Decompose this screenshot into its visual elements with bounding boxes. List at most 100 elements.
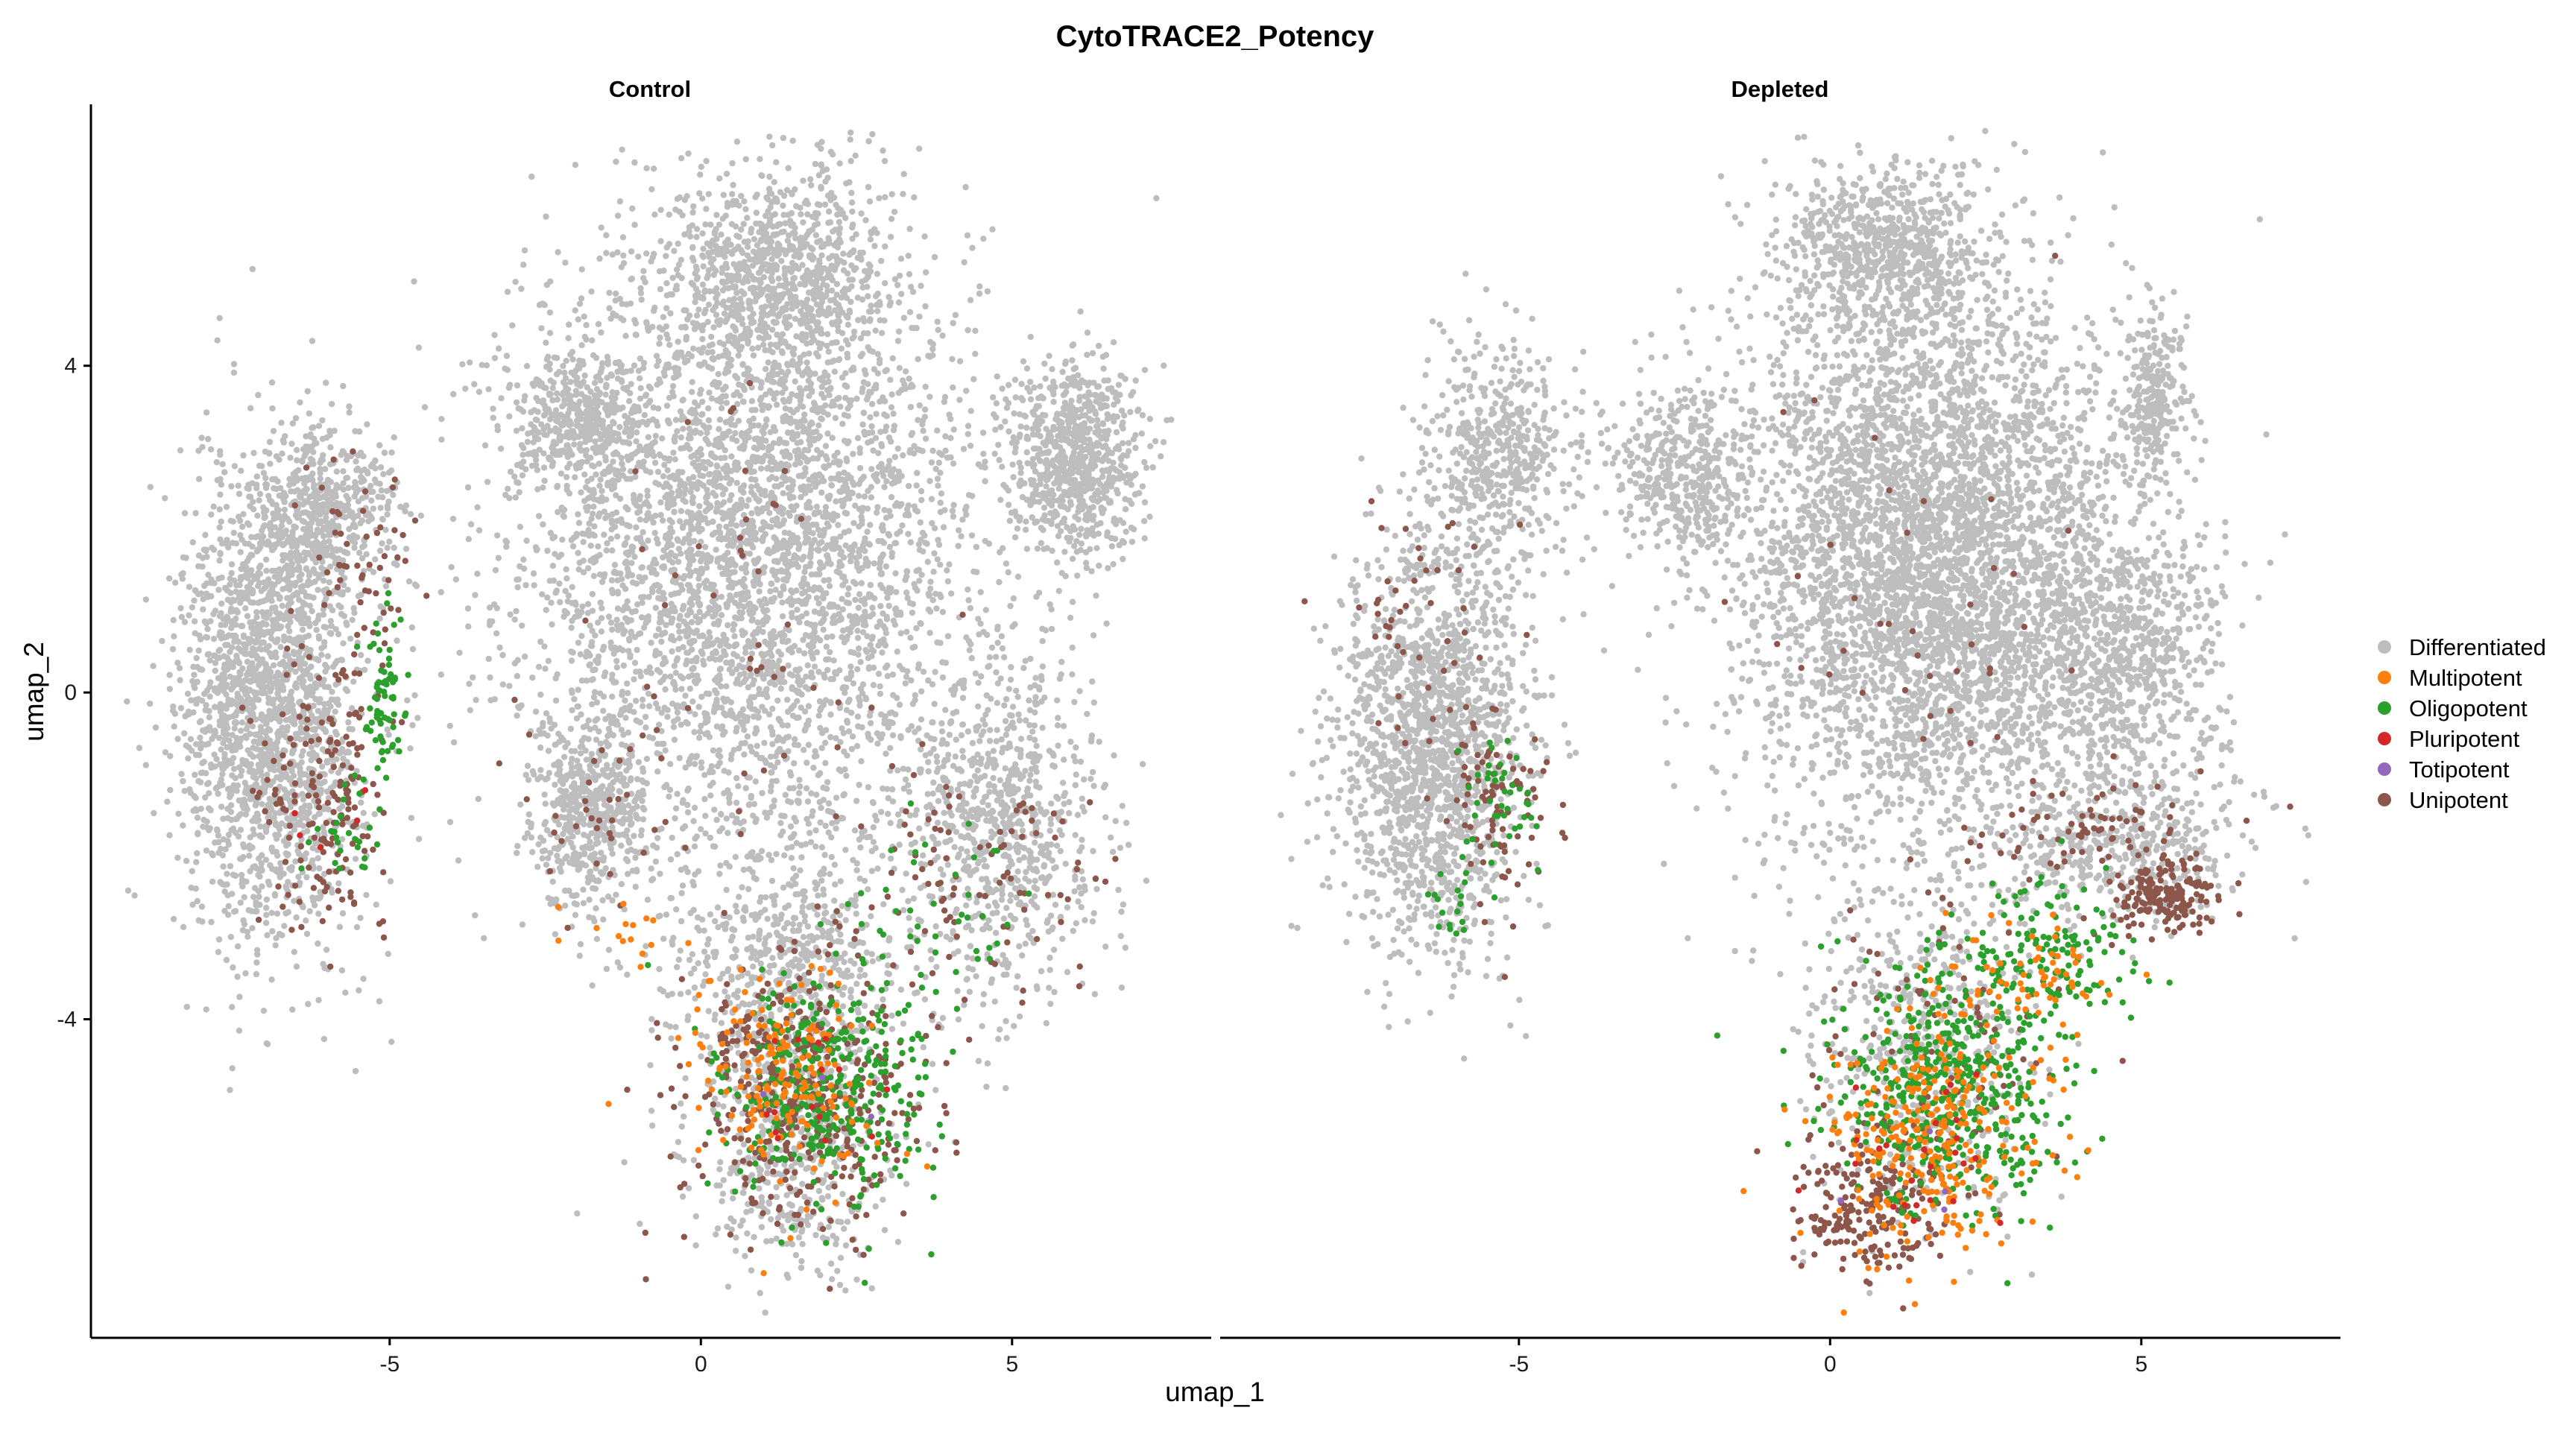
point bbox=[858, 210, 865, 217]
point bbox=[929, 597, 936, 604]
point bbox=[472, 592, 479, 598]
point bbox=[778, 258, 785, 265]
point bbox=[633, 580, 640, 587]
point bbox=[789, 833, 795, 841]
point bbox=[519, 921, 526, 928]
point bbox=[514, 576, 520, 583]
point bbox=[771, 595, 778, 601]
point bbox=[856, 781, 862, 789]
point bbox=[553, 587, 560, 594]
point bbox=[931, 701, 938, 707]
point bbox=[807, 550, 814, 557]
point bbox=[748, 469, 754, 476]
point bbox=[898, 473, 906, 479]
point bbox=[467, 707, 473, 714]
point bbox=[739, 579, 745, 586]
point bbox=[720, 631, 727, 638]
point bbox=[751, 236, 758, 243]
point bbox=[778, 229, 785, 236]
point bbox=[660, 740, 667, 748]
point bbox=[672, 417, 680, 423]
point bbox=[864, 528, 871, 535]
point bbox=[941, 398, 948, 405]
point bbox=[770, 198, 777, 205]
point bbox=[599, 604, 605, 612]
point bbox=[785, 212, 792, 218]
point bbox=[883, 478, 890, 484]
point bbox=[754, 742, 760, 749]
point bbox=[866, 198, 874, 205]
point bbox=[802, 563, 809, 570]
point bbox=[817, 237, 824, 244]
point bbox=[716, 416, 724, 423]
point bbox=[705, 191, 712, 198]
point bbox=[775, 648, 782, 655]
point bbox=[799, 472, 806, 478]
point bbox=[849, 208, 856, 215]
point bbox=[911, 581, 918, 587]
point bbox=[657, 499, 664, 506]
point bbox=[730, 529, 737, 536]
point bbox=[836, 218, 843, 226]
point bbox=[985, 540, 993, 547]
point bbox=[818, 145, 824, 152]
point bbox=[809, 639, 816, 645]
point bbox=[777, 631, 784, 638]
point bbox=[790, 865, 797, 872]
point bbox=[733, 724, 740, 731]
point bbox=[757, 755, 763, 762]
point bbox=[654, 362, 660, 370]
point bbox=[702, 425, 710, 432]
point bbox=[848, 745, 856, 753]
point bbox=[1000, 481, 1007, 488]
point bbox=[476, 527, 483, 534]
point bbox=[768, 190, 775, 197]
point bbox=[802, 600, 809, 607]
point bbox=[850, 578, 857, 585]
point bbox=[786, 406, 794, 414]
point bbox=[806, 830, 813, 836]
point bbox=[864, 562, 871, 569]
point bbox=[848, 710, 855, 716]
point bbox=[771, 483, 778, 490]
point bbox=[625, 689, 631, 697]
point bbox=[617, 315, 625, 322]
point bbox=[824, 779, 831, 786]
point bbox=[651, 304, 658, 311]
point bbox=[832, 227, 839, 233]
point bbox=[757, 279, 764, 286]
point bbox=[844, 475, 851, 482]
point bbox=[729, 159, 736, 167]
point bbox=[896, 272, 903, 279]
point bbox=[827, 265, 833, 273]
point bbox=[678, 434, 684, 440]
point bbox=[732, 853, 739, 861]
point bbox=[657, 334, 663, 341]
point bbox=[765, 851, 772, 859]
point bbox=[651, 529, 658, 537]
point bbox=[620, 252, 627, 259]
point bbox=[965, 423, 972, 429]
point bbox=[836, 563, 843, 570]
point bbox=[593, 657, 599, 664]
point bbox=[411, 278, 417, 285]
point bbox=[888, 404, 895, 411]
point bbox=[569, 543, 577, 550]
point bbox=[637, 290, 645, 297]
point bbox=[722, 565, 728, 572]
point bbox=[719, 491, 726, 498]
point bbox=[686, 584, 693, 590]
point bbox=[847, 157, 854, 165]
point bbox=[738, 496, 745, 503]
point bbox=[661, 372, 668, 379]
point bbox=[913, 568, 920, 575]
point bbox=[822, 402, 829, 409]
point bbox=[829, 435, 836, 441]
point bbox=[866, 347, 874, 354]
point bbox=[852, 596, 859, 604]
point bbox=[847, 669, 855, 676]
point bbox=[759, 489, 765, 496]
point bbox=[675, 558, 682, 565]
point bbox=[918, 746, 924, 753]
point bbox=[643, 499, 650, 505]
